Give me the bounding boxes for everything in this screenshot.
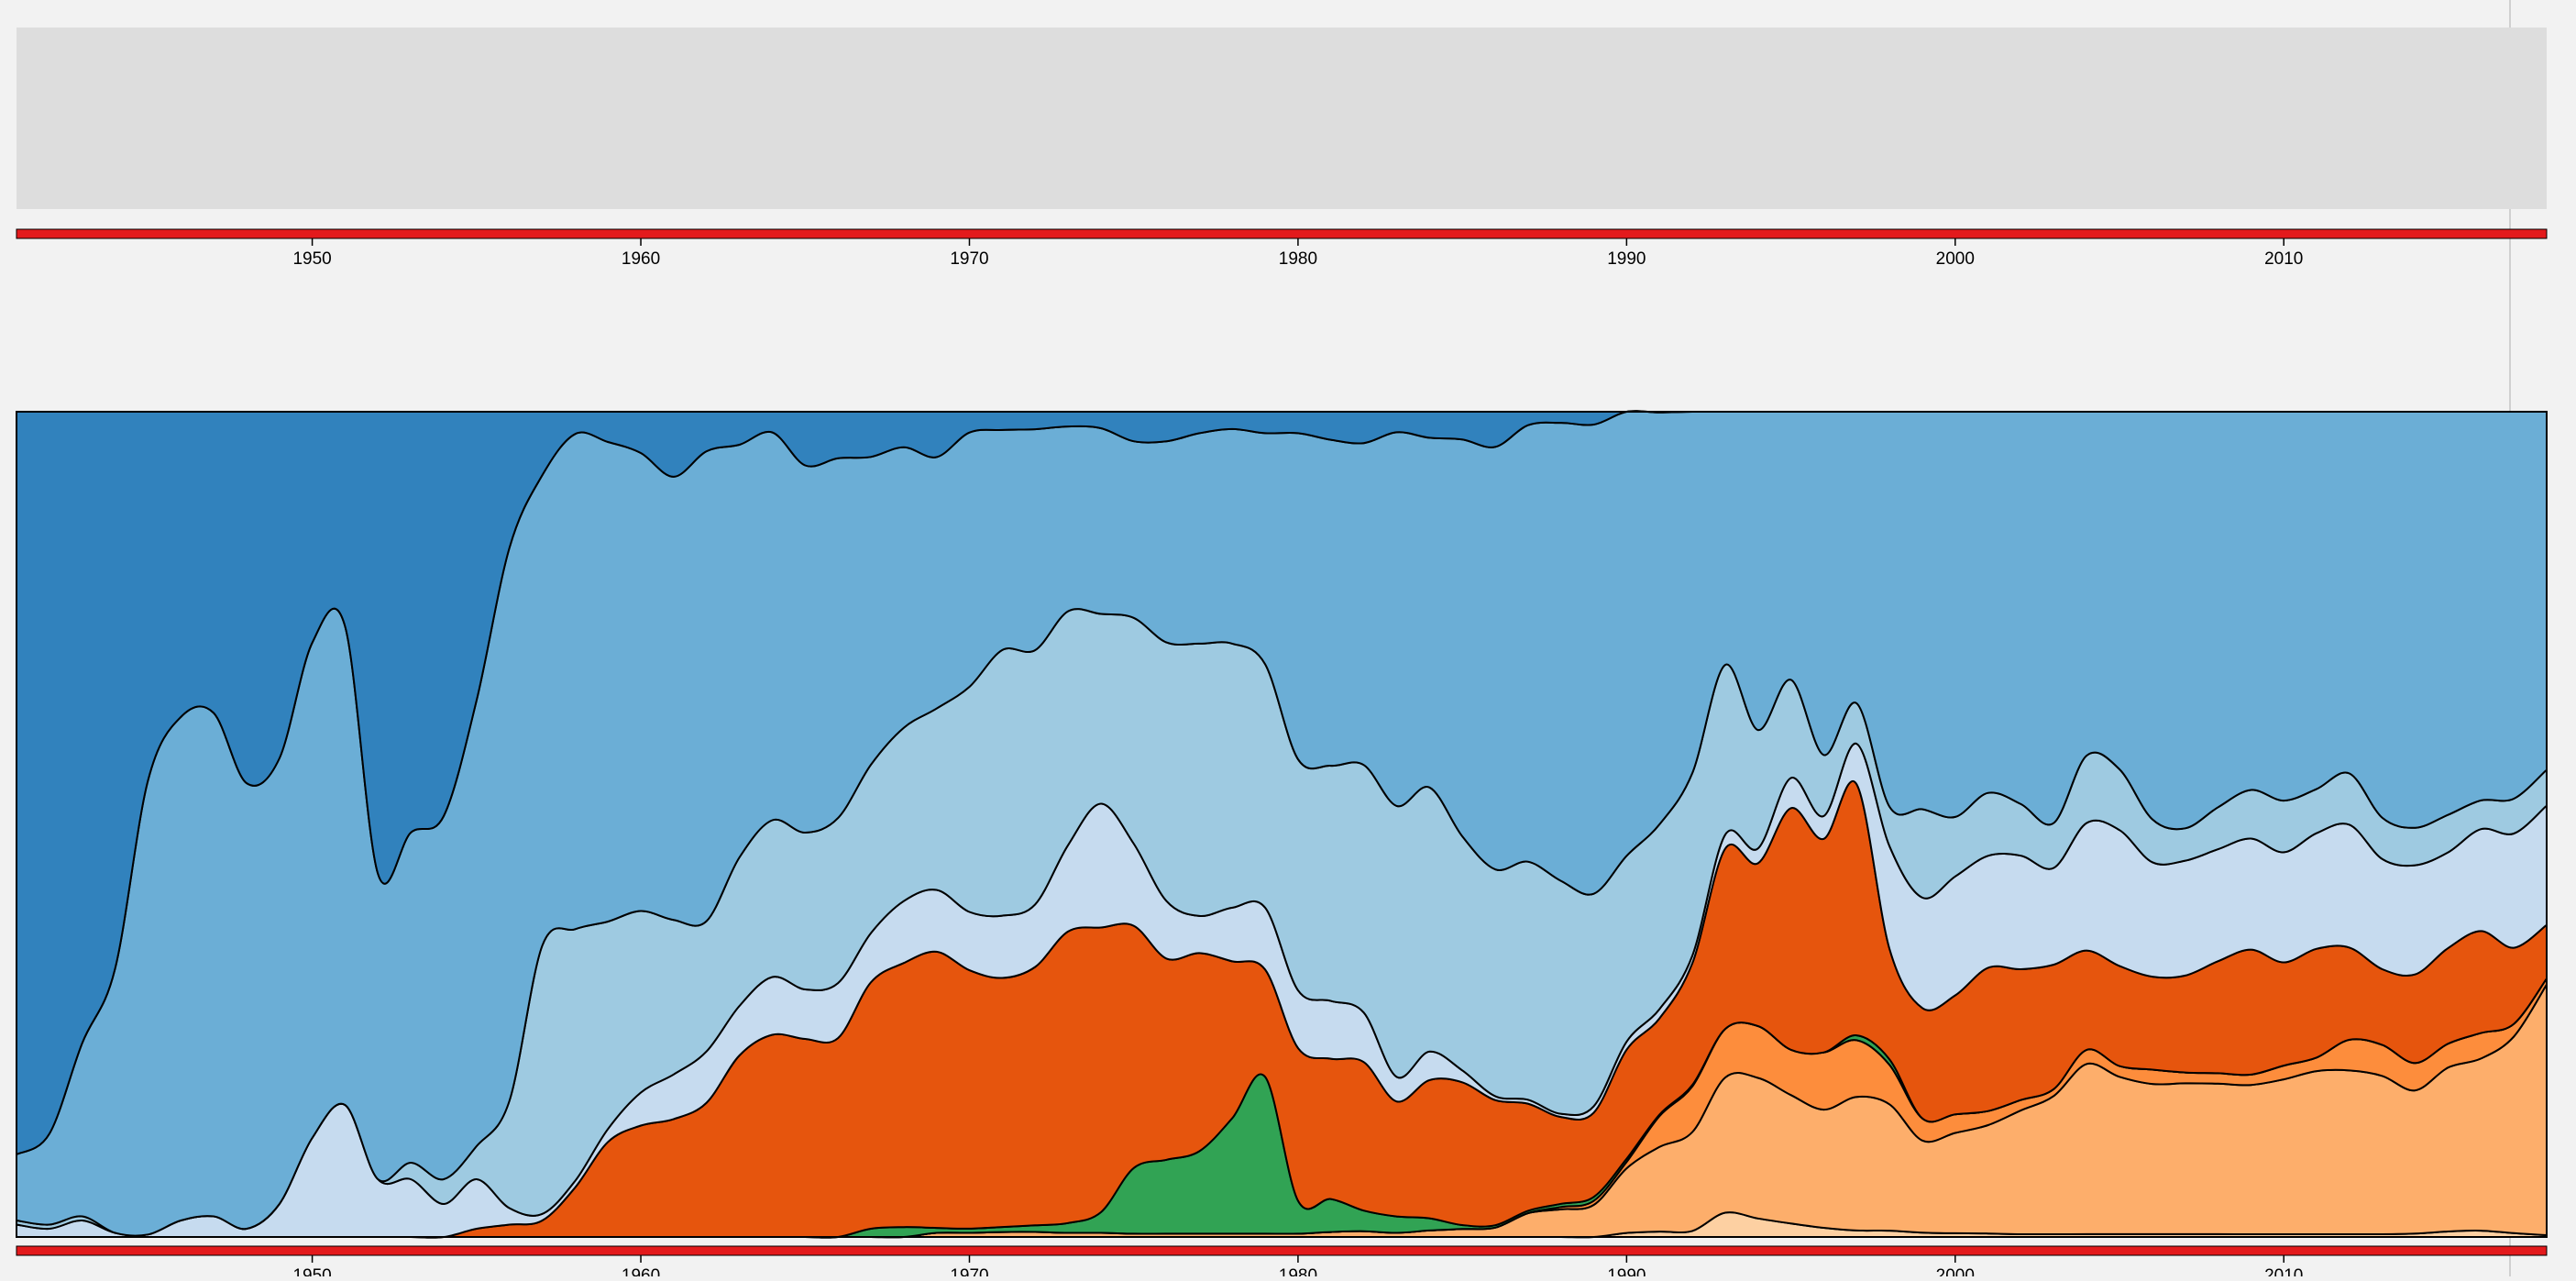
- bottom-axis-tick-label-2: 1970: [950, 1266, 988, 1276]
- bottom-axis-tick-label-1: 1960: [622, 1266, 660, 1276]
- top-axis-tick-label-0: 1950: [292, 249, 331, 269]
- bottom-axis-tick-label-5: 2000: [1936, 1266, 1975, 1276]
- brush-bar-bottom[interactable]: [16, 1245, 2548, 1256]
- area-layers: [16, 410, 2548, 1239]
- bottom-axis-tick-label-4: 1990: [1607, 1266, 1646, 1276]
- bottom-axis-tick-label-0: 1950: [292, 1266, 331, 1276]
- top-axis-tick-label-6: 2010: [2264, 249, 2303, 269]
- bottom-axis-tick-label-6: 2010: [2264, 1266, 2303, 1276]
- top-axis-tick-label-5: 2000: [1936, 249, 1975, 269]
- top-axis-tick-label-2: 1970: [950, 249, 988, 269]
- brush-bar-top[interactable]: [16, 228, 2548, 239]
- top-axis-tick-label-1: 1960: [622, 249, 660, 269]
- top-axis-tick-label-4: 1990: [1607, 249, 1646, 269]
- overview-panel[interactable]: [17, 28, 2547, 209]
- x-axis-bottom: 1950 1960 1970 1980 1990 2000 2010: [292, 1255, 2303, 1281]
- x-axis-top: 1950 1960 1970 1980 1990 2000 2010: [292, 238, 2303, 269]
- bottom-axis-tick-label-3: 1980: [1279, 1266, 1317, 1276]
- plot-frame: [16, 411, 2548, 1238]
- top-axis-tick-label-3: 1980: [1279, 249, 1317, 269]
